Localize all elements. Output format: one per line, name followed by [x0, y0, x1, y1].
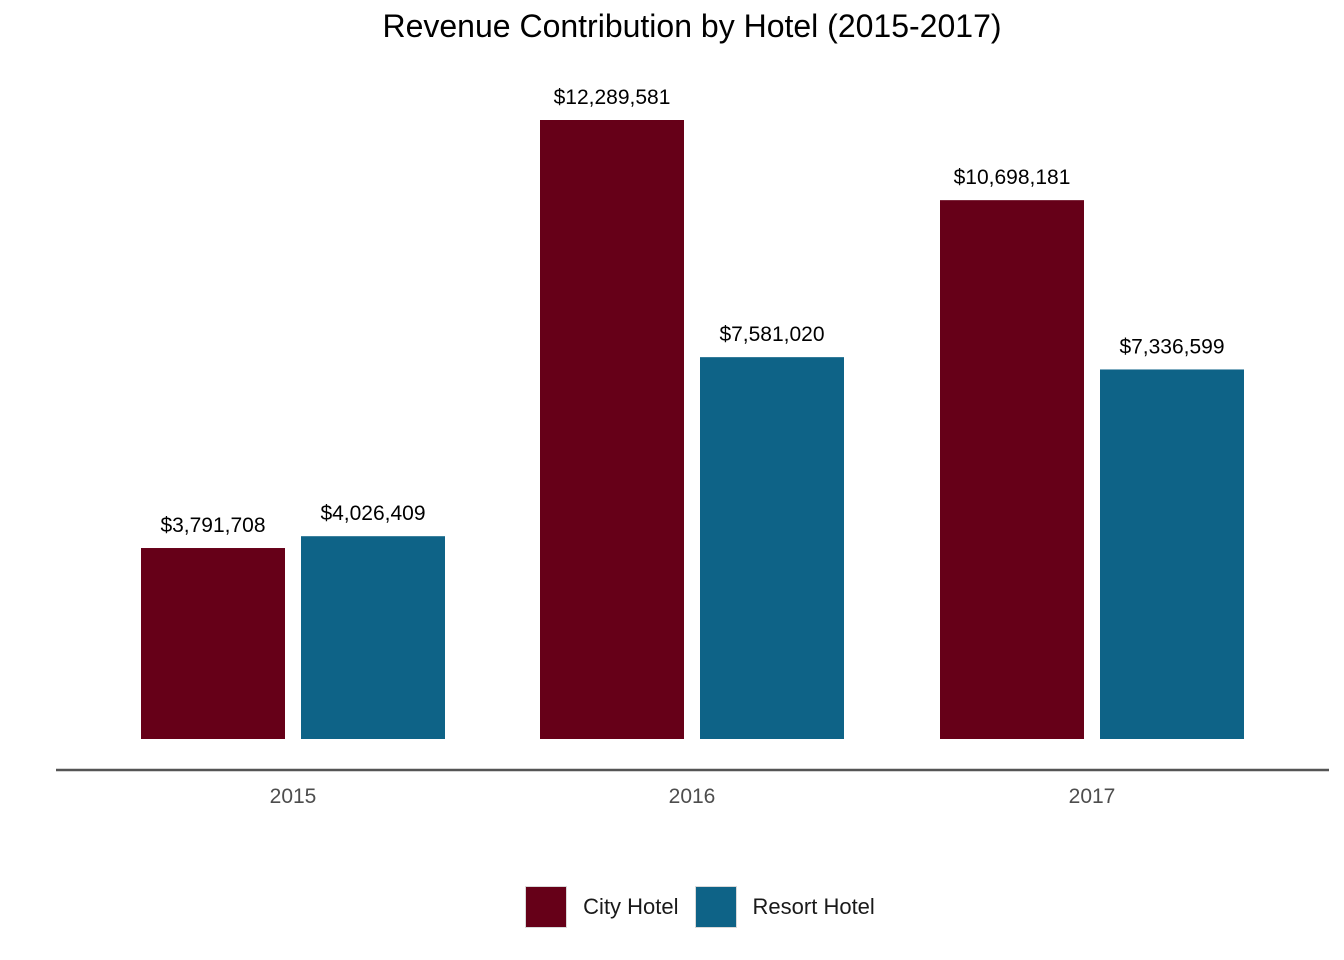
- bar-resort-hotel-2016: [700, 357, 844, 739]
- x-tick-label-2017: 2017: [1069, 785, 1116, 808]
- x-tick-label-2015: 2015: [270, 785, 317, 808]
- legend-label-city-hotel: City Hotel: [583, 894, 679, 919]
- data-label-resort-hotel-2015: $4,026,409: [320, 502, 425, 525]
- x-tick-label-2016: 2016: [669, 785, 716, 808]
- legend-item-city-hotel: City Hotel: [525, 886, 679, 928]
- legend-swatch-resort-hotel: [694, 886, 737, 928]
- bar-resort-hotel-2015: [301, 536, 445, 739]
- legend-label-resort-hotel: Resort Hotel: [752, 894, 875, 919]
- bar-resort-hotel-2017: [1100, 369, 1244, 739]
- data-label-city-hotel-2017: $10,698,181: [954, 166, 1071, 189]
- data-label-resort-hotel-2017: $7,336,599: [1119, 335, 1224, 358]
- bar-city-hotel-2015: [141, 548, 285, 739]
- data-label-resort-hotel-2016: $7,581,020: [719, 323, 824, 346]
- bar-city-hotel-2016: [540, 120, 684, 739]
- legend: City Hotel Resort Hotel: [0, 886, 1344, 928]
- legend-swatch-city-hotel: [525, 886, 568, 928]
- chart-title: Revenue Contribution by Hotel (2015-2017…: [382, 8, 1002, 44]
- data-label-city-hotel-2015: $3,791,708: [160, 514, 265, 537]
- data-label-city-hotel-2016: $12,289,581: [554, 86, 671, 109]
- legend-item-resort-hotel: Resort Hotel: [694, 886, 875, 928]
- bar-city-hotel-2017: [940, 200, 1084, 740]
